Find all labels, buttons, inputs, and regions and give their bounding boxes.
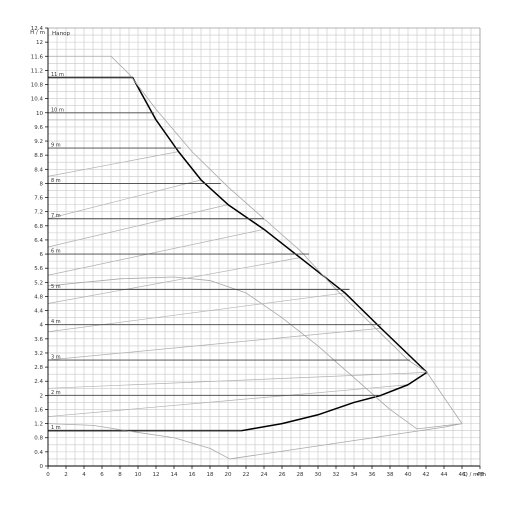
speed-line-label: 6 m — [51, 249, 61, 255]
y-tick-label: 0.4 — [34, 450, 43, 456]
x-tick-label: 40 — [405, 472, 412, 478]
speed-line-label: 5 m — [51, 284, 61, 290]
y-tick-label: 2.8 — [34, 365, 43, 371]
y-tick-label: 10.4 — [31, 97, 44, 103]
y-tick-label: 9.6 — [34, 125, 43, 131]
x-tick-label: 20 — [225, 472, 232, 478]
y-tick-label: 3.6 — [34, 337, 43, 343]
x-tick-labels: 0 2 4 6 8 10 12 14 16 18 20 22 24 26 28 30 32 34 36 38 40 42 4… — [46, 466, 484, 478]
x-tick-label: 26 — [279, 472, 286, 478]
fan-line — [47, 292, 346, 333]
speed-line-label: 10 m — [51, 107, 64, 113]
y-tick-label: 0 — [40, 464, 44, 470]
series-line-envelope — [48, 76, 428, 432]
y-tick-labels: 0 0.4 0.8 1.2 1.6 2 2.4 2.8 3.2 3.6 4 4.4 4.8 5.2 5.6 6… — [31, 26, 48, 470]
speed-line-label: 1 m — [51, 425, 61, 431]
series-line-max-speed-dashed — [47, 55, 463, 460]
fan-line — [47, 151, 179, 177]
speed-levels: 11 m 10 m 9 m 8 m 7 m 6 m 5 m 4 m 3 m 2 m 1 m — [48, 72, 410, 431]
x-tick-label: 14 — [171, 472, 178, 478]
y-tick-label: 4.4 — [34, 309, 43, 315]
y-tick-label: 6.8 — [34, 224, 43, 230]
speed-fan-lines — [47, 119, 427, 417]
x-tick-label: 48 — [477, 472, 484, 478]
y-tick-label: 5.2 — [34, 280, 43, 286]
x-tick-label: 34 — [351, 472, 358, 478]
y-tick-label: 6.4 — [34, 238, 43, 244]
speed-line-label: 8 m — [51, 178, 61, 184]
y-tick-label: 5.6 — [34, 266, 43, 272]
fan-line — [47, 372, 427, 389]
y-tick-label: 10.8 — [31, 83, 44, 89]
x-tick-label: 16 — [189, 472, 196, 478]
fan-line — [47, 204, 229, 248]
y-tick-label: 1.2 — [34, 422, 43, 428]
y-tick-label: 8.4 — [34, 167, 43, 173]
series-group — [47, 55, 463, 460]
x-tick-label: 10 — [135, 472, 142, 478]
fan-line — [47, 327, 382, 361]
y-tick-label: 8.8 — [34, 153, 43, 159]
fan-line — [47, 228, 265, 276]
y-tick-label: 12.4 — [31, 26, 44, 32]
speed-line-label: 7 m — [51, 213, 61, 219]
x-tick-label: 18 — [207, 472, 214, 478]
x-tick-label: 22 — [243, 472, 250, 478]
fan-line — [47, 179, 202, 220]
y-tick-label: 0.8 — [34, 436, 43, 442]
x-axis-label: Q / m³/h — [463, 471, 486, 478]
chart-title: Напор — [52, 31, 70, 37]
x-tick-label: 42 — [423, 472, 430, 478]
x-tick-label: 28 — [297, 472, 304, 478]
y-tick-label: 4 — [40, 323, 44, 329]
x-tick-label: 30 — [315, 472, 322, 478]
x-tick-label: 4 — [82, 472, 86, 478]
y-tick-label: 2.4 — [34, 379, 43, 385]
series-line-power-curve — [47, 276, 463, 430]
y-tick-label: 11.6 — [31, 54, 44, 60]
speed-line-label: 3 m — [51, 355, 61, 361]
y-tick-label: 12 — [36, 40, 43, 46]
y-tick-label: 6 — [40, 252, 44, 258]
x-tick-label: 8 — [118, 472, 122, 478]
y-tick-label: 3.2 — [34, 351, 43, 357]
x-tick-label: 46 — [459, 472, 466, 478]
x-tick-label: 44 — [441, 472, 448, 478]
x-tick-label: 6 — [100, 472, 104, 478]
y-tick-label: 9.2 — [34, 139, 43, 145]
speed-line-label: 2 m — [51, 390, 61, 396]
speed-line-label: 11 m — [51, 72, 64, 78]
grid — [47, 27, 481, 467]
y-tick-label: 10 — [36, 111, 43, 117]
y-tick-label: 7.2 — [34, 210, 43, 216]
x-tick-label: 2 — [64, 472, 68, 478]
y-axis-label: H / m — [30, 30, 45, 36]
x-tick-label: 32 — [333, 472, 340, 478]
fan-line — [47, 384, 409, 417]
speed-line-label: 9 m — [51, 143, 61, 149]
y-tick-label: 2 — [40, 393, 44, 399]
fan-line — [47, 257, 301, 304]
y-tick-label: 11.2 — [31, 68, 43, 74]
x-tick-label: 38 — [387, 472, 394, 478]
y-tick-label: 7.6 — [34, 196, 43, 202]
x-tick-label: 12 — [153, 472, 160, 478]
speed-line-label: 4 m — [51, 319, 61, 325]
x-tick-label: 36 — [369, 472, 376, 478]
x-tick-label: 0 — [46, 472, 50, 478]
x-tick-label: 24 — [261, 472, 268, 478]
y-tick-label: 4.8 — [34, 294, 43, 300]
y-tick-label: 8 — [40, 181, 44, 187]
y-tick-label: 1.6 — [34, 407, 43, 413]
